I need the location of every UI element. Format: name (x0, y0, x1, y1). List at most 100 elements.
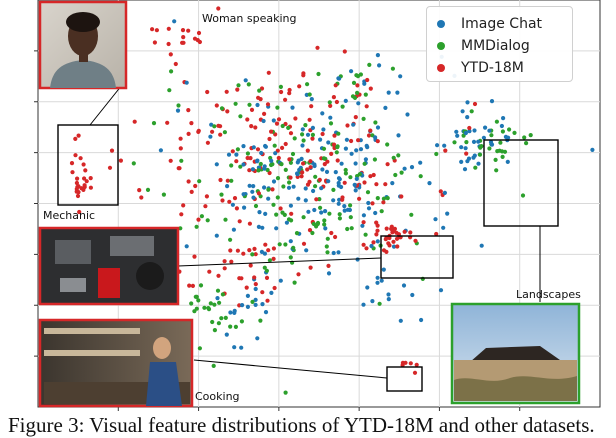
point-ytd-18m (333, 83, 338, 88)
point-image-chat (365, 285, 370, 290)
point-image-chat (481, 135, 486, 140)
point-image-chat (386, 90, 391, 95)
point-mmdialog (289, 218, 294, 223)
point-ytd-18m (79, 186, 84, 191)
point-image-chat (284, 220, 289, 225)
point-image-chat (353, 161, 358, 166)
point-ytd-18m (256, 191, 261, 196)
point-mmdialog (498, 140, 503, 145)
point-ytd-18m (234, 159, 239, 164)
point-ytd-18m (253, 282, 258, 287)
point-image-chat (175, 108, 181, 113)
point-ytd-18m (266, 70, 271, 75)
point-mmdialog (258, 318, 263, 323)
point-ytd-18m (264, 275, 270, 280)
point-image-chat (499, 123, 504, 129)
point-mmdialog (522, 135, 527, 140)
point-image-chat (331, 250, 336, 256)
point-mmdialog (362, 161, 367, 166)
point-mmdialog (337, 212, 342, 217)
point-image-chat (214, 162, 219, 167)
point-mmdialog (198, 283, 204, 288)
point-ytd-18m (248, 263, 253, 268)
point-image-chat (442, 143, 447, 148)
point-image-chat (356, 101, 361, 106)
point-mmdialog (327, 100, 332, 105)
point-mmdialog (235, 147, 240, 152)
point-mmdialog (363, 92, 368, 97)
point-ytd-18m (387, 235, 392, 241)
point-ytd-18m (301, 73, 306, 78)
point-ytd-18m (288, 175, 293, 180)
point-image-chat (255, 159, 260, 164)
point-image-chat (336, 201, 341, 206)
point-ytd-18m (249, 107, 255, 112)
point-mmdialog (385, 196, 390, 201)
box-woman-speaking (57, 124, 119, 206)
point-image-chat (262, 185, 267, 190)
point-mmdialog (258, 161, 263, 167)
point-image-chat (295, 160, 300, 165)
point-mmdialog (265, 167, 270, 173)
point-ytd-18m (402, 229, 407, 234)
point-image-chat (158, 148, 163, 153)
point-ytd-18m (314, 197, 319, 202)
point-ytd-18m (326, 263, 331, 268)
point-ytd-18m (276, 117, 282, 122)
point-mmdialog (228, 237, 233, 242)
point-mmdialog (239, 319, 244, 324)
point-ytd-18m (412, 370, 418, 375)
point-mmdialog (311, 221, 316, 227)
point-image-chat (215, 296, 220, 301)
point-ytd-18m (253, 252, 258, 257)
point-ytd-18m (353, 115, 358, 120)
point-ytd-18m (220, 198, 225, 203)
point-mmdialog (250, 252, 255, 257)
point-mmdialog (301, 215, 306, 220)
point-ytd-18m (275, 148, 280, 153)
point-mmdialog (303, 123, 308, 128)
point-mmdialog (363, 232, 368, 237)
point-ytd-18m (88, 176, 93, 181)
point-ytd-18m (83, 168, 88, 173)
point-ytd-18m (345, 123, 350, 128)
point-mmdialog (219, 192, 224, 197)
point-image-chat (463, 146, 468, 151)
point-image-chat (251, 184, 256, 189)
inset-label-woman-speaking: Woman speaking (202, 12, 297, 25)
point-ytd-18m (218, 132, 223, 137)
point-image-chat (364, 143, 369, 148)
point-mmdialog (202, 305, 207, 310)
point-image-chat (260, 225, 265, 230)
point-ytd-18m (331, 142, 337, 147)
point-mmdialog (377, 301, 382, 306)
point-ytd-18m (288, 131, 294, 136)
point-image-chat (310, 125, 315, 130)
point-ytd-18m (205, 140, 210, 145)
point-mmdialog (208, 301, 213, 306)
point-mmdialog (418, 174, 423, 179)
point-mmdialog (161, 192, 166, 197)
point-ytd-18m (381, 200, 386, 205)
point-image-chat (351, 122, 356, 127)
point-image-chat (441, 225, 446, 230)
point-image-chat (405, 112, 410, 117)
point-mmdialog (479, 144, 484, 149)
point-image-chat (291, 184, 296, 189)
point-ytd-18m (443, 148, 448, 153)
point-ytd-18m (283, 97, 288, 102)
point-image-chat (433, 217, 438, 222)
point-mmdialog (233, 101, 238, 106)
point-image-chat (318, 137, 323, 142)
point-mmdialog (219, 106, 225, 111)
point-ytd-18m (307, 179, 312, 184)
point-ytd-18m (69, 161, 75, 166)
point-mmdialog (343, 167, 348, 173)
point-ytd-18m (296, 272, 301, 277)
point-ytd-18m (383, 237, 388, 242)
point-ytd-18m (438, 189, 443, 194)
point-ytd-18m (88, 185, 93, 190)
point-ytd-18m (222, 266, 227, 271)
point-mmdialog (337, 216, 342, 221)
point-mmdialog (257, 88, 262, 93)
